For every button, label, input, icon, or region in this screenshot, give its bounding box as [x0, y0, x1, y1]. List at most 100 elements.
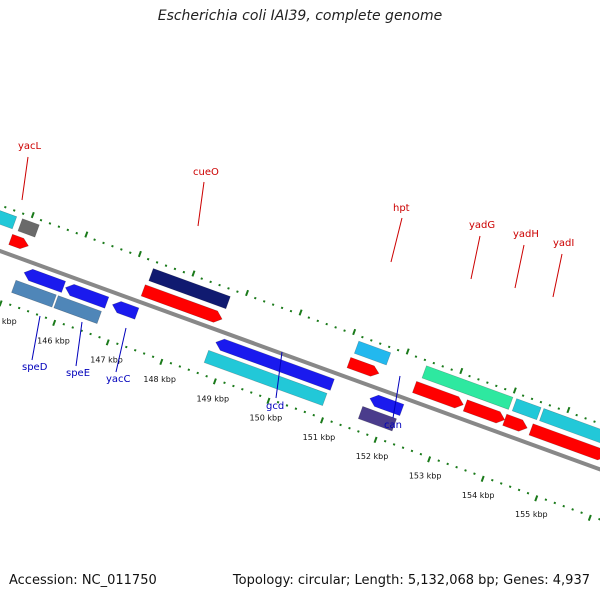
- minor-tick: [401, 446, 405, 449]
- minor-tick: [151, 355, 155, 359]
- minor-tick: [378, 342, 382, 345]
- major-tick: [30, 211, 35, 219]
- page-title: Escherichia coli IAI39, complete genome: [157, 8, 443, 24]
- minor-tick: [593, 420, 596, 423]
- minor-tick: [575, 413, 578, 417]
- minor-tick: [580, 511, 583, 514]
- major-tick: [534, 495, 539, 502]
- major-tick: [298, 309, 303, 316]
- minor-tick: [173, 267, 177, 271]
- minor-tick: [521, 394, 525, 397]
- major-tick: [212, 378, 217, 385]
- gene-feature: [53, 295, 102, 324]
- minor-tick: [8, 303, 12, 307]
- gene-feature: [528, 423, 600, 461]
- minor-tick: [294, 407, 298, 410]
- gene-feature: [357, 406, 397, 432]
- minor-tick: [423, 358, 427, 362]
- gene-label-yadG: yadG: [469, 220, 495, 231]
- kbp-label: 146 kbp: [37, 336, 70, 345]
- minor-tick: [544, 498, 548, 501]
- major-tick: [159, 358, 164, 366]
- minor-tick: [348, 426, 351, 430]
- gene-feature: [539, 408, 600, 444]
- minor-tick: [517, 488, 521, 492]
- major-tick: [52, 319, 57, 327]
- minor-tick: [232, 384, 235, 388]
- minor-tick: [419, 452, 423, 456]
- gene-label-yadH: yadH: [513, 229, 539, 240]
- gene-label-hpt: hpt: [393, 203, 410, 214]
- minor-tick: [392, 443, 396, 446]
- major-tick: [191, 270, 196, 277]
- gene-label-yadI: yadI: [553, 238, 574, 249]
- minor-tick: [396, 348, 400, 352]
- gene-label-cueO: cueO: [193, 167, 219, 178]
- minor-tick: [383, 439, 387, 443]
- major-tick: [587, 514, 592, 521]
- minor-tick: [289, 309, 293, 313]
- minor-tick: [437, 459, 441, 462]
- label-leader-line: [75, 321, 83, 367]
- minor-tick: [89, 332, 92, 336]
- minor-tick: [133, 348, 137, 352]
- major-tick: [459, 367, 464, 375]
- minor-tick: [209, 280, 212, 284]
- genome-summary-label: Topology: circular; Length: 5,132,068 bp…: [232, 573, 590, 588]
- minor-tick: [4, 205, 7, 209]
- major-tick: [320, 417, 324, 424]
- gene-feature: [17, 218, 40, 238]
- gene-feature: [215, 338, 335, 391]
- major-tick: [266, 397, 271, 405]
- minor-tick: [200, 277, 203, 280]
- kbp-label: 147 kbp: [90, 356, 123, 365]
- minor-tick: [446, 462, 449, 466]
- minor-tick: [35, 313, 39, 316]
- minor-tick: [111, 244, 114, 248]
- gene-label-can: can: [384, 420, 402, 431]
- gene-feature: [369, 394, 405, 417]
- gene-feature: [148, 268, 231, 310]
- minor-tick: [44, 316, 48, 320]
- kbp-label: 150 kbp: [250, 414, 283, 423]
- gene-feature: [11, 279, 57, 308]
- minor-tick: [530, 397, 534, 401]
- minor-tick: [312, 413, 316, 417]
- gene-feature: [64, 284, 110, 309]
- minor-tick: [146, 257, 150, 261]
- minor-tick: [330, 420, 333, 423]
- minor-tick: [21, 212, 25, 215]
- major-tick: [0, 300, 3, 307]
- minor-tick: [325, 322, 328, 326]
- minor-tick: [343, 329, 346, 332]
- minor-tick: [116, 342, 119, 346]
- minor-tick: [142, 352, 146, 355]
- minor-tick: [553, 501, 557, 505]
- major-tick: [352, 328, 357, 336]
- minor-tick: [71, 326, 75, 329]
- minor-tick: [339, 423, 342, 427]
- accession-label: Accession: NC_011750: [9, 573, 157, 588]
- label-leader-line: [514, 244, 525, 289]
- gene-label-gcd: gcd: [266, 401, 284, 412]
- minor-tick: [508, 485, 512, 488]
- kbp-label: 151 kbp: [303, 433, 336, 442]
- gene-feature: [421, 365, 514, 410]
- minor-tick: [276, 400, 280, 404]
- minor-tick: [187, 368, 191, 372]
- minor-tick: [473, 472, 476, 475]
- minor-tick: [414, 355, 418, 358]
- minor-tick: [410, 449, 414, 453]
- minor-tick: [48, 222, 52, 225]
- minor-tick: [80, 329, 83, 333]
- minor-tick: [182, 270, 186, 274]
- minor-tick: [164, 264, 168, 267]
- minor-tick: [334, 326, 337, 329]
- minor-tick: [258, 394, 262, 398]
- minor-tick: [75, 231, 79, 235]
- minor-tick: [370, 339, 373, 342]
- gene-feature: [346, 357, 380, 377]
- minor-tick: [241, 387, 244, 391]
